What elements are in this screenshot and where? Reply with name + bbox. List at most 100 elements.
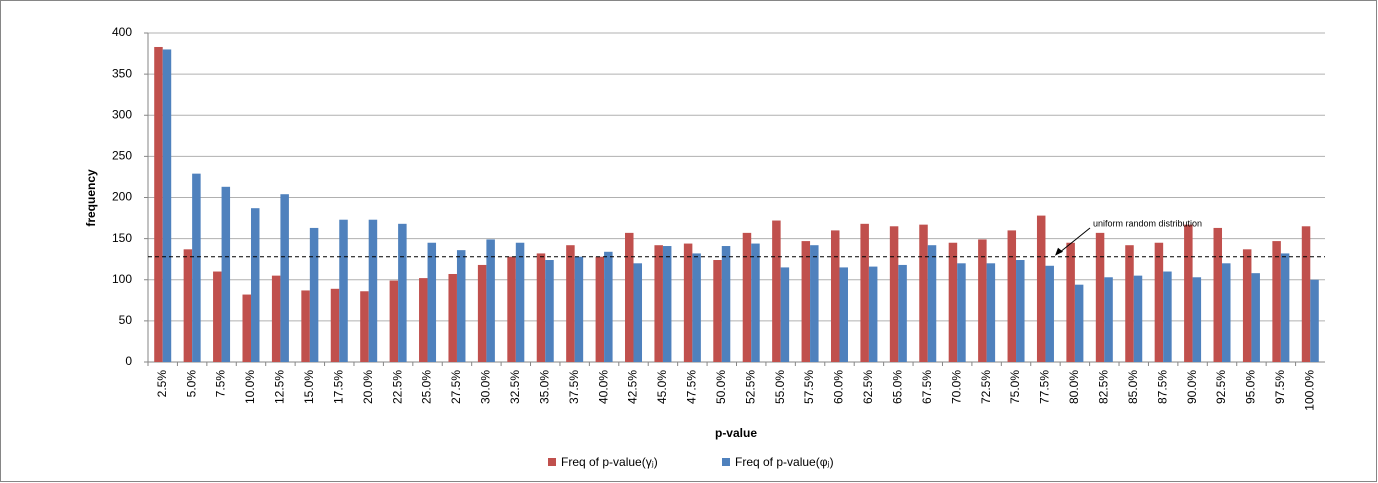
bar <box>898 264 907 362</box>
bar <box>986 263 996 362</box>
bar <box>1184 224 1193 362</box>
annotation: uniform random distribution <box>1093 218 1202 228</box>
bar <box>339 219 348 362</box>
bar <box>830 230 840 362</box>
x-tick-label: 37.5% <box>567 370 581 404</box>
y-tick-label: 250 <box>112 149 132 163</box>
bar <box>192 173 201 362</box>
bar <box>280 194 289 362</box>
bar <box>1222 263 1231 362</box>
x-tick-label: 57.5% <box>802 370 816 404</box>
x-tick-label: 92.5% <box>1214 370 1228 404</box>
bar <box>860 223 869 362</box>
y-tick-label: 50 <box>119 313 133 327</box>
bar <box>242 294 251 362</box>
bar <box>271 275 281 362</box>
y-tick-label: 100 <box>112 272 132 286</box>
bar <box>456 250 466 362</box>
bar <box>1045 265 1054 362</box>
x-tick-label: 80.0% <box>1067 370 1081 404</box>
bar <box>595 256 605 362</box>
y-tick-label: 0 <box>125 354 132 368</box>
bar <box>780 267 790 362</box>
bar <box>1310 279 1319 362</box>
bar <box>839 267 848 362</box>
x-tick-label: 97.5% <box>1273 370 1287 404</box>
bar <box>662 246 672 362</box>
x-tick-label: 67.5% <box>920 370 934 404</box>
x-tick-label: 30.0% <box>479 370 493 404</box>
x-tick-label: 22.5% <box>390 370 404 404</box>
bar <box>978 239 987 362</box>
bar <box>154 46 163 363</box>
x-tick-label: 20.0% <box>361 370 375 404</box>
bar <box>398 223 407 362</box>
bar <box>801 241 811 362</box>
bar <box>566 245 575 362</box>
bar <box>1280 253 1290 362</box>
bar <box>948 242 958 362</box>
x-axis-title: p-value <box>715 426 757 440</box>
x-tick-label: 35.0% <box>537 370 551 404</box>
bar <box>301 290 310 362</box>
x-tick-label: 25.0% <box>420 370 434 404</box>
bar <box>868 266 878 362</box>
y-tick-label: 400 <box>112 25 132 39</box>
bar <box>692 253 701 362</box>
bar <box>162 49 172 362</box>
bar <box>368 219 378 362</box>
bar <box>889 226 899 362</box>
bar <box>477 264 487 362</box>
bar <box>683 243 693 362</box>
bar <box>742 232 752 362</box>
bar <box>1272 241 1281 362</box>
bar <box>213 271 222 362</box>
x-tick-label: 7.5% <box>214 370 228 398</box>
x-tick-label: 10.0% <box>243 370 257 404</box>
y-axis-title: frequency <box>84 169 98 227</box>
bar <box>927 245 937 362</box>
x-tick-label: 77.5% <box>1038 370 1052 404</box>
bar <box>221 186 231 362</box>
bar <box>448 273 457 362</box>
x-tick-label: 2.5% <box>155 370 169 398</box>
bar <box>1192 277 1202 362</box>
x-tick-label: 62.5% <box>861 370 875 404</box>
bar <box>625 232 634 362</box>
bar <box>427 242 437 362</box>
bar <box>389 280 399 362</box>
x-tick-label: 87.5% <box>1155 370 1169 404</box>
x-tick-label: 60.0% <box>832 370 846 404</box>
x-tick-label: 52.5% <box>743 370 757 404</box>
x-tick-label: 40.0% <box>596 370 610 404</box>
x-tick-label: 5.0% <box>184 370 198 398</box>
y-tick-label: 300 <box>112 107 132 121</box>
bar <box>1163 271 1172 362</box>
bar <box>751 243 760 362</box>
x-tick-label: 75.0% <box>1008 370 1022 404</box>
bar <box>1104 277 1113 362</box>
y-tick-label: 150 <box>112 231 132 245</box>
bar <box>1066 242 1075 362</box>
bar <box>1125 245 1134 362</box>
arrow-head <box>1055 247 1063 256</box>
annotation-arrow <box>1057 227 1091 255</box>
y-tick-label: 200 <box>112 190 132 204</box>
x-tick-label: 82.5% <box>1096 370 1110 404</box>
bar <box>1154 242 1164 362</box>
x-tick-label: 17.5% <box>331 370 345 404</box>
bar <box>1133 275 1143 362</box>
x-tick-label: 50.0% <box>714 370 728 404</box>
bar <box>1036 215 1046 362</box>
bar <box>330 288 340 362</box>
x-tick-label: 45.0% <box>655 370 669 404</box>
bar <box>772 220 781 362</box>
bar <box>604 251 613 362</box>
legend-label: Freq of p-value(γⱼ) <box>561 455 658 469</box>
x-tick-label: 47.5% <box>685 370 699 404</box>
x-tick-label: 95.0% <box>1244 370 1258 404</box>
x-tick-label: 90.0% <box>1185 370 1199 404</box>
x-tick-label: 12.5% <box>273 370 287 404</box>
